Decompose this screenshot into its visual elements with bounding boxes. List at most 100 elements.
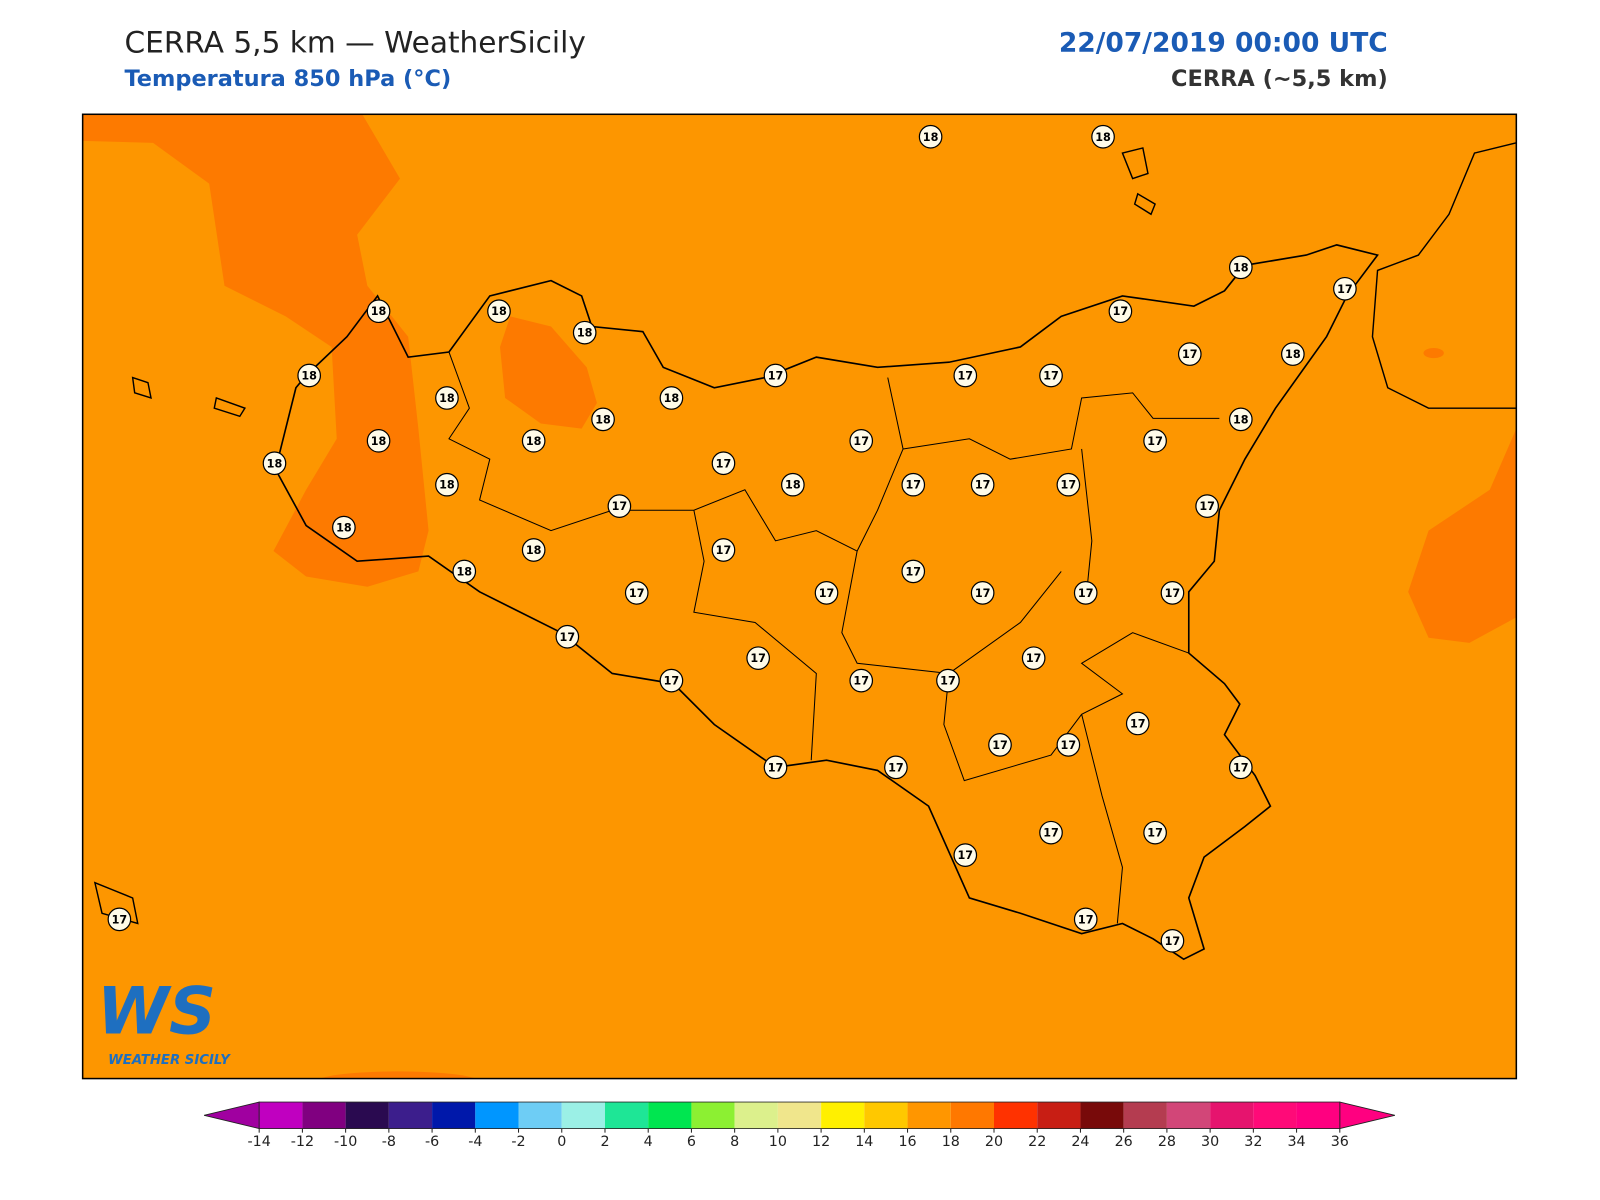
stations: 18 18 18 17 18 18 18 17 17 18 18 17 17 17 18 18 18 18 18 18… — [107, 124, 1357, 953]
station-marker — [1143, 820, 1167, 845]
subtitle: Temperatura 850 hPa (°C) — [124, 66, 451, 92]
colorbar-bin — [259, 1102, 303, 1129]
station-marker — [262, 451, 287, 476]
station-marker — [1021, 646, 1046, 670]
colorbar-bin — [648, 1102, 692, 1129]
station-value: 17 — [957, 370, 973, 383]
colorbar-tick-label: 36 — [1331, 1134, 1349, 1150]
station-marker — [711, 451, 736, 476]
station-value: 17 — [853, 435, 869, 448]
colorbar-bin — [604, 1102, 649, 1129]
coastline — [93, 142, 1517, 925]
station-value: 18 — [1285, 348, 1301, 361]
station-marker — [1056, 733, 1081, 757]
colorbar-tick-label: -10 — [334, 1134, 357, 1150]
station-value: 17 — [888, 761, 904, 774]
coastline — [274, 244, 1379, 961]
station-marker — [988, 733, 1012, 757]
station-marker — [1228, 755, 1253, 780]
colorbar-tick-label: 16 — [898, 1134, 916, 1150]
station-marker — [1281, 342, 1305, 366]
station-marker — [918, 124, 943, 149]
colorbar-under — [203, 1101, 260, 1130]
colorbar-tick-label: 18 — [942, 1134, 960, 1150]
colorbar-tick-label: 30 — [1201, 1134, 1219, 1150]
station-value: 18 — [785, 479, 801, 492]
station-marker — [435, 472, 459, 497]
station-value: 18 — [526, 435, 542, 448]
station-value: 18 — [301, 370, 317, 383]
station-value: 18 — [336, 522, 352, 535]
station-value: 17 — [1078, 587, 1094, 600]
source: CERRA (~5,5 km) — [1171, 66, 1388, 92]
station-marker — [332, 515, 356, 540]
station-marker — [624, 581, 649, 605]
station-value: 18 — [371, 305, 387, 318]
colorbar-tick-label: -6 — [425, 1134, 439, 1150]
station-marker — [521, 538, 546, 562]
station-value: 17 — [1165, 587, 1181, 600]
station-marker — [1073, 581, 1098, 605]
station-marker — [1039, 363, 1063, 388]
colorbar-tick-label: -12 — [291, 1134, 314, 1150]
station-value: 18 — [1233, 413, 1249, 426]
station-marker — [781, 472, 805, 497]
province-borders — [448, 351, 1220, 924]
station-value: 17 — [664, 675, 680, 688]
station-value: 18 — [1095, 131, 1111, 144]
colorbar-tick-label: 2 — [600, 1134, 609, 1150]
station-value: 17 — [750, 652, 766, 665]
colorbar-bin — [1166, 1102, 1211, 1129]
station-value: 17 — [768, 761, 784, 774]
colorbar-tick-label: 20 — [985, 1134, 1003, 1150]
colorbar-tick-label: 14 — [855, 1134, 873, 1150]
station-marker — [763, 755, 788, 780]
station-value: 17 — [1130, 717, 1146, 730]
station-value: 18 — [491, 305, 507, 318]
colorbar-frame — [258, 1101, 1341, 1129]
colorbar-bin — [388, 1102, 433, 1129]
station-marker — [970, 581, 995, 605]
station-value: 18 — [526, 544, 542, 557]
station-value: 17 — [1147, 827, 1163, 840]
station-marker — [1039, 820, 1063, 845]
station-value: 18 — [923, 131, 939, 144]
colorbar-bin — [561, 1102, 605, 1129]
colorbar-bin — [1210, 1102, 1254, 1129]
station-value: 17 — [1337, 283, 1353, 296]
colorbar-bin — [777, 1102, 822, 1129]
colorbar-over — [1339, 1101, 1395, 1130]
station-value: 17 — [819, 587, 835, 600]
colorbar-bin — [691, 1102, 735, 1129]
colorbar: -14 -12 -10 -8 -6 -4 -2 0 2 4 6 8 10 12 14 16 18 20 22 24 26… — [203, 1101, 1395, 1150]
station-value: 17 — [957, 849, 973, 862]
colorbar-bin — [1037, 1102, 1081, 1129]
colorbar-bin — [432, 1102, 476, 1129]
colorbar-tick-label: 24 — [1071, 1134, 1089, 1150]
station-marker — [521, 428, 546, 453]
colorbar-bin — [1123, 1102, 1167, 1129]
logo-mark: WS — [97, 973, 216, 1049]
station-marker — [607, 494, 632, 518]
station-marker — [366, 428, 391, 453]
colorbar-bin — [734, 1102, 778, 1129]
colorbar-tick-label: 34 — [1287, 1134, 1305, 1150]
station-marker — [1125, 711, 1150, 736]
colorbar-bin — [345, 1102, 389, 1129]
colorbar-bin — [302, 1102, 346, 1129]
station-marker — [1143, 428, 1167, 453]
station-marker — [1177, 342, 1202, 366]
station-value: 17 — [112, 913, 128, 926]
station-marker — [1108, 299, 1133, 324]
station-marker — [1056, 472, 1081, 497]
station-marker — [814, 581, 839, 605]
station-value: 18 — [456, 565, 472, 578]
station-marker — [849, 428, 874, 453]
station-marker — [953, 363, 978, 388]
station-value: 18 — [595, 413, 611, 426]
colorbar-tick-label: 22 — [1028, 1134, 1046, 1150]
colorbar-tick-label: 0 — [557, 1134, 566, 1150]
station-value: 17 — [1043, 370, 1059, 383]
